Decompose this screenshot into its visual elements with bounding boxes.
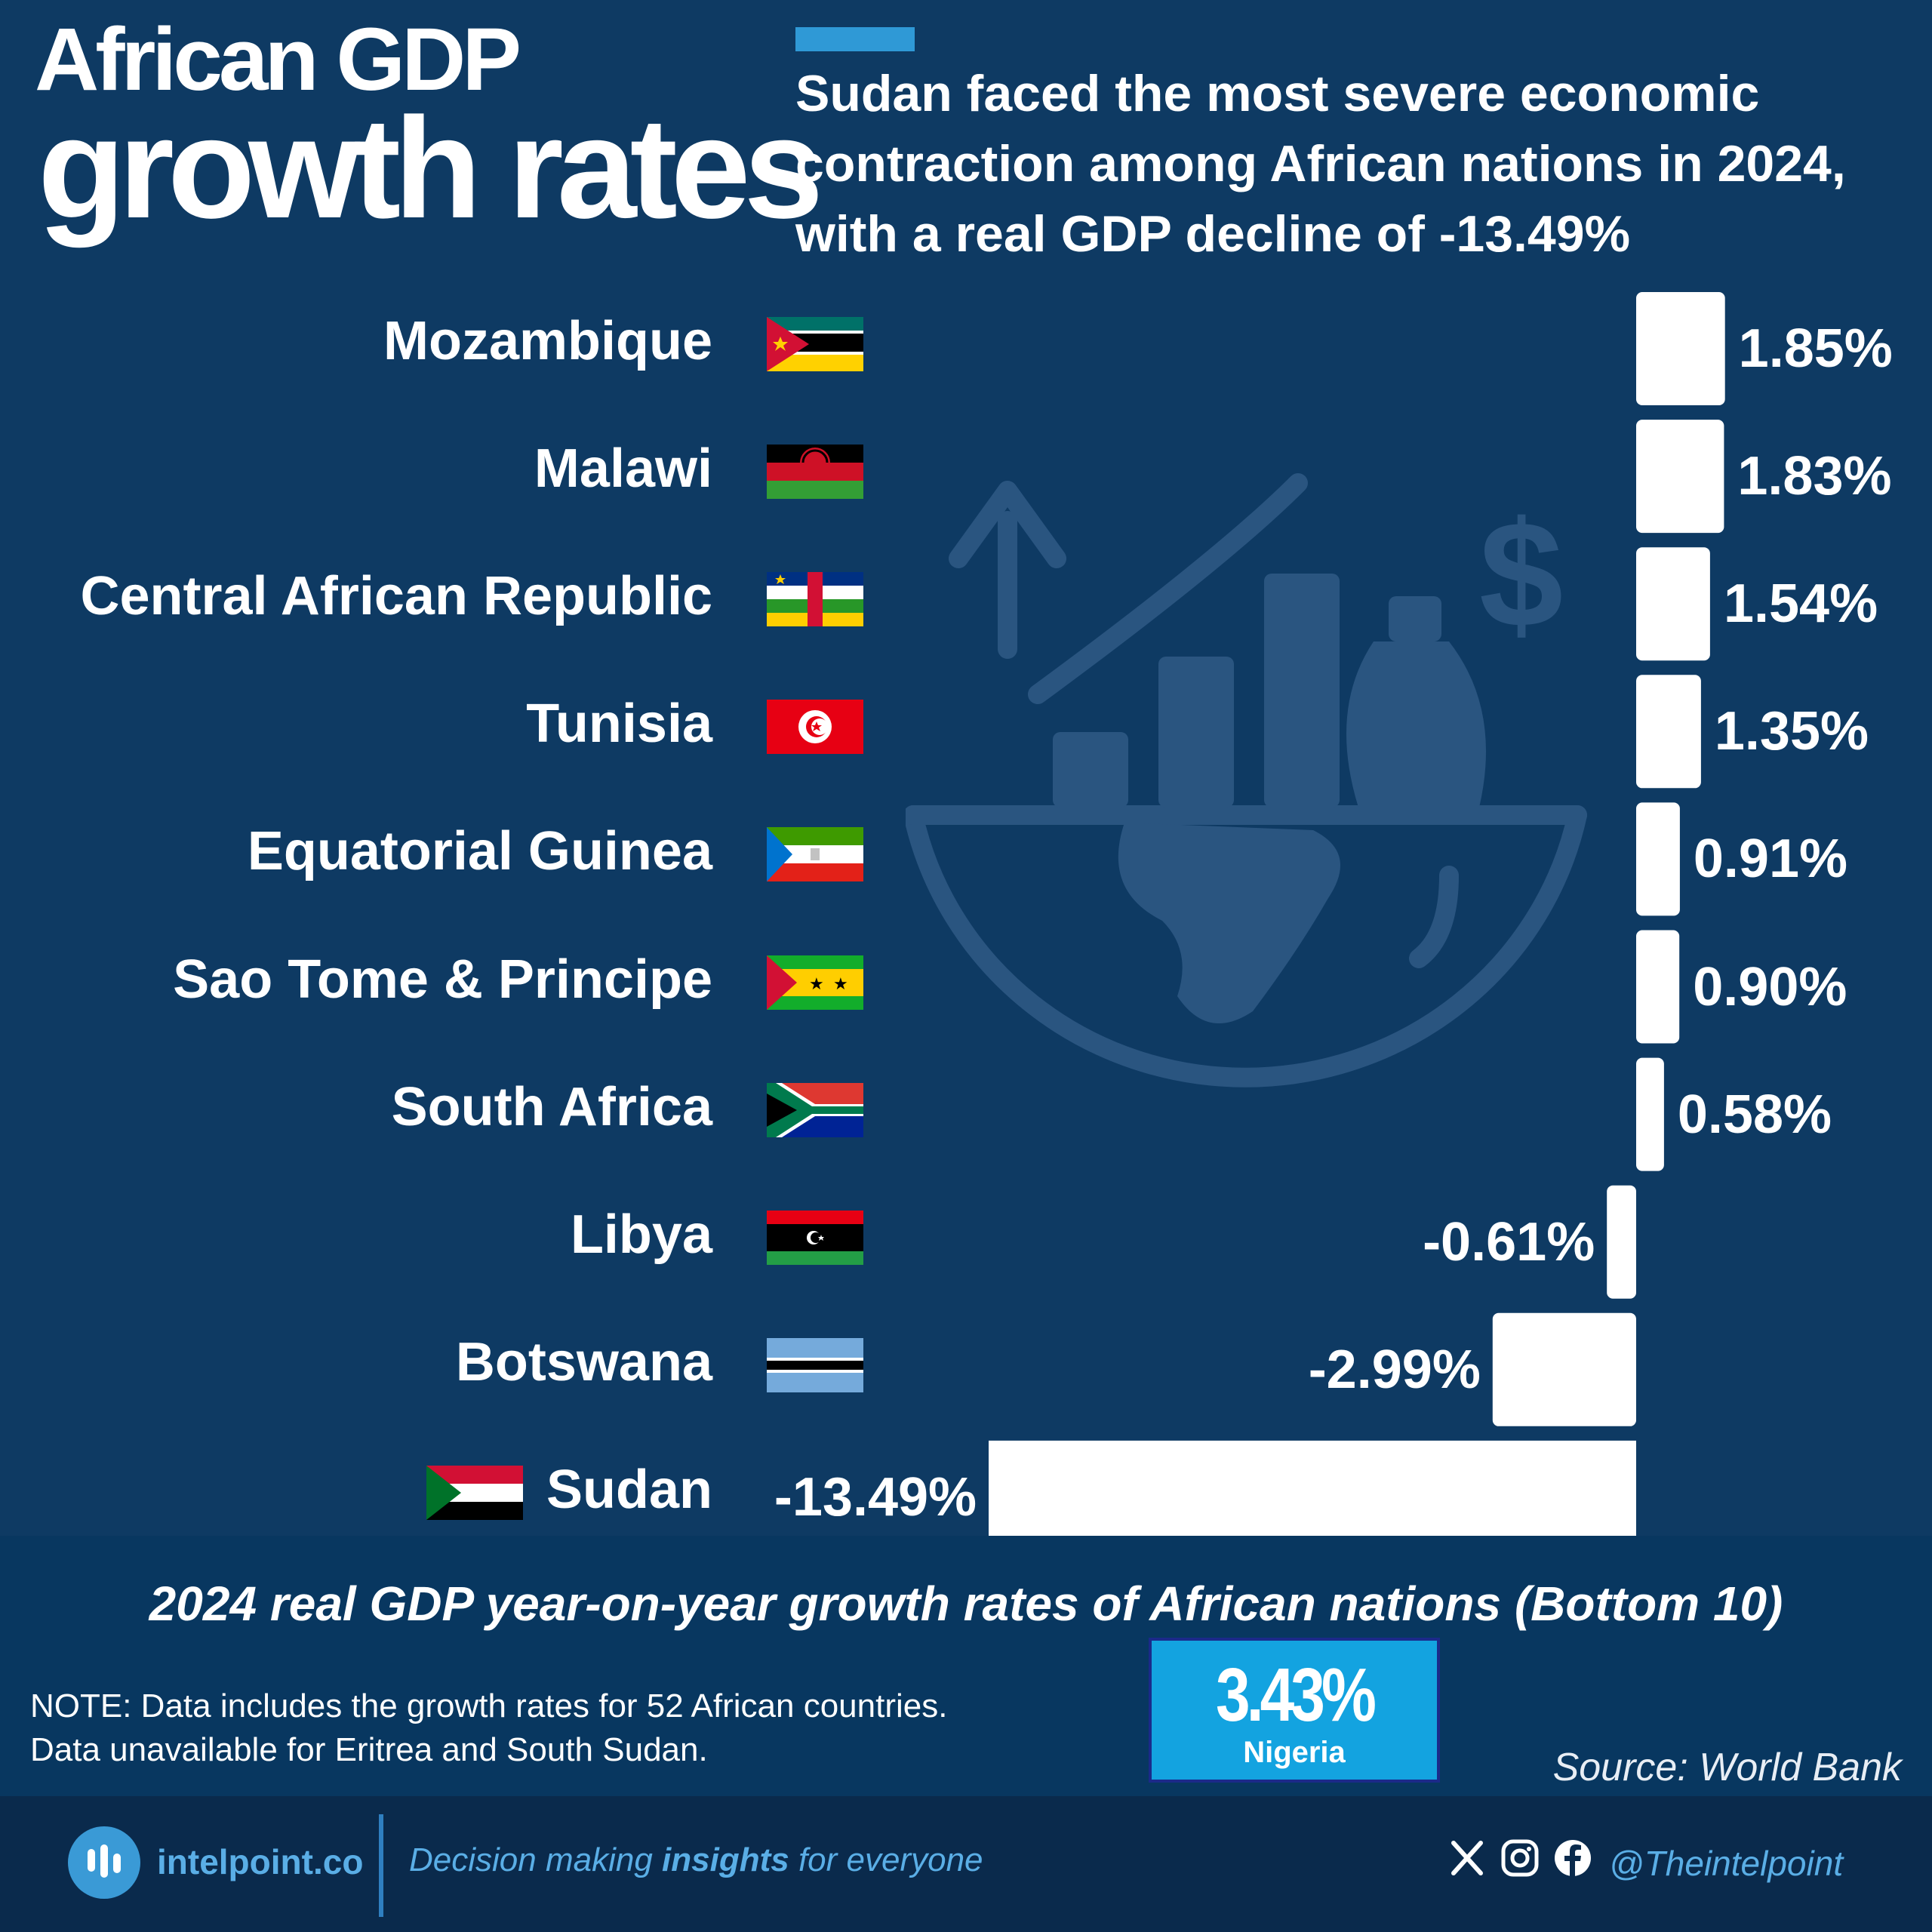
bar-tunisia — [1636, 675, 1701, 789]
nigeria-highlight-box: 3.43% Nigeria — [1149, 1638, 1440, 1783]
note-line-1: NOTE: Data includes the growth rates for… — [30, 1687, 948, 1724]
country-label-sudan: Sudan — [546, 1459, 712, 1520]
bar-sao-tome-and-principe — [1636, 930, 1680, 1044]
accent-bar — [795, 27, 915, 51]
equatorial-guinea-flag-icon — [767, 827, 863, 882]
libya-flag-icon — [767, 1210, 863, 1265]
nigeria-value: 3.43% — [1216, 1653, 1377, 1737]
data-note: NOTE: Data includes the growth rates for… — [30, 1684, 947, 1772]
note-line-2: Data unavailable for Eritrea and South S… — [30, 1731, 708, 1768]
footer-divider — [379, 1814, 383, 1917]
globe-growth-watermark-icon: $ — [906, 473, 1587, 1088]
value-label-libya: -0.61% — [1423, 1211, 1595, 1272]
country-label-tunisia: Tunisia — [526, 694, 712, 755]
site-link[interactable]: intelpoint.co — [157, 1842, 364, 1881]
svg-text:$: $ — [1479, 491, 1563, 659]
instagram-icon[interactable] — [1500, 1838, 1540, 1878]
bar-central-african-republic — [1636, 547, 1710, 661]
tunisia-flag-icon — [767, 700, 863, 755]
facebook-icon[interactable] — [1553, 1838, 1592, 1878]
bar-botswana — [1492, 1312, 1636, 1426]
subtitle: Sudan faced the most severe economic con… — [795, 65, 1846, 263]
bar-libya — [1607, 1185, 1636, 1299]
tagline: Decision making insights for everyone — [409, 1841, 983, 1878]
bar-chart — [989, 292, 1725, 1536]
country-label-equatorial-guinea: Equatorial Guinea — [247, 821, 712, 882]
nigeria-label: Nigeria — [1243, 1736, 1346, 1769]
country-label-botswana: Botswana — [455, 1331, 712, 1392]
source-credit: Source: World Bank — [1552, 1746, 1902, 1789]
central-african-republic-flag-icon — [767, 572, 863, 627]
mozambique-flag-icon — [767, 317, 863, 371]
bar-malawi — [1636, 420, 1724, 534]
bar-equatorial-guinea — [1636, 802, 1680, 916]
value-label-south-africa: 0.58% — [1677, 1084, 1832, 1145]
caption-band — [0, 1536, 1932, 1796]
title-line-2: growth rates — [38, 88, 823, 248]
bar-sudan — [989, 1440, 1636, 1536]
malawi-flag-icon — [767, 445, 863, 500]
country-label-libya: Libya — [570, 1204, 712, 1265]
value-label-botswana: -2.99% — [1308, 1339, 1481, 1400]
country-label-malawi: Malawi — [534, 438, 712, 500]
country-label-central-african-republic: Central African Republic — [80, 566, 713, 627]
intelpoint-logo-icon[interactable] — [68, 1826, 140, 1899]
sao-tome-and-principe-flag-icon: ★ ★ — [767, 955, 863, 1010]
social-handle[interactable]: @Theintelpoint — [1609, 1844, 1844, 1883]
south-africa-flag-icon — [767, 1082, 863, 1137]
country-label-south-africa: South Africa — [391, 1076, 712, 1137]
botswana-flag-icon — [767, 1337, 863, 1392]
title-line-1: African GDP — [35, 10, 521, 109]
footer: intelpoint.co Decision making insights f… — [0, 1796, 1932, 1932]
value-label-sudan: -13.49% — [774, 1466, 977, 1527]
value-label-central-african-republic: 1.54% — [1723, 574, 1878, 635]
svg-text:★: ★ — [833, 974, 848, 993]
value-label-equatorial-guinea: 0.91% — [1693, 829, 1848, 890]
country-label-mozambique: Mozambique — [383, 311, 712, 371]
value-label-tunisia: 1.35% — [1714, 701, 1869, 762]
sudan-flag-icon — [426, 1465, 523, 1520]
chart-caption: 2024 real GDP year-on-year growth rates … — [149, 1577, 1783, 1631]
country-label-sao-tome-and-principe: Sao Tome & Principe — [173, 949, 712, 1010]
value-label-sao-tome-and-principe: 0.90% — [1693, 956, 1847, 1017]
svg-text:★: ★ — [809, 974, 824, 993]
value-label-malawi: 1.83% — [1737, 446, 1892, 507]
x-icon[interactable] — [1447, 1838, 1487, 1878]
bar-south-africa — [1636, 1057, 1664, 1171]
bar-mozambique — [1636, 292, 1725, 405]
value-label-mozambique: 1.85% — [1738, 318, 1893, 379]
